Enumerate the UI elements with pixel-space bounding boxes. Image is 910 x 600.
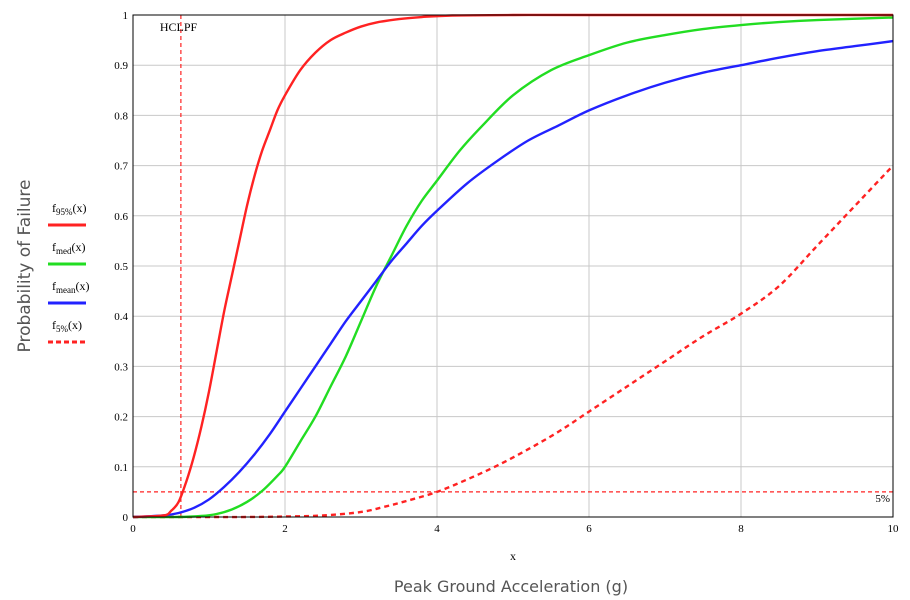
legend-label: fmean(x) [52, 279, 90, 295]
y-tick-label: 0.2 [114, 412, 128, 424]
grid [133, 15, 893, 517]
legend-label: f95%(x) [52, 201, 87, 217]
y-tick-label: 0.5 [114, 261, 128, 273]
legend-label: fmed(x) [52, 240, 86, 256]
y-tick-label: 0.1 [114, 462, 128, 474]
five-percent-annotation: 5% [875, 493, 890, 505]
y-tick-label: 0.8 [114, 110, 128, 122]
legend: f95%(x) fmed(x) fmean(x) f5%(x) [48, 201, 90, 344]
tick-labels: 0 2 4 6 8 10 0 0.1 0.2 0.3 0.4 0.5 0.6 0.7 0.8 0.9 1 [114, 10, 899, 535]
legend-label: f5%(x) [52, 318, 82, 334]
y-tick-label: 0.6 [114, 211, 128, 223]
x-tick-label: 4 [434, 523, 440, 535]
x-tick-label: 0 [130, 523, 136, 535]
series-line-med [132, 16, 894, 519]
series-lines [132, 13, 894, 519]
y-tick-label: 0 [123, 512, 129, 524]
y-tick-label: 0.7 [114, 161, 128, 173]
series-line-mean [132, 39, 894, 519]
y-tick-label: 0.9 [114, 60, 128, 72]
x-tick-label: 8 [738, 523, 744, 535]
x-variable-label: x [510, 549, 516, 563]
hclpf-annotation: HCLPF [160, 20, 198, 34]
y-tick-label: 0.4 [114, 311, 128, 323]
y-axis-label: Probability of Failure [15, 180, 35, 353]
y-tick-label: 0.3 [114, 361, 128, 373]
x-tick-label: 10 [888, 523, 900, 535]
y-tick-label: 1 [123, 10, 129, 22]
series-line-5pct [133, 164, 894, 519]
plot-frame [132, 14, 894, 518]
x-tick-label: 6 [586, 523, 592, 535]
series-line-95pct [132, 13, 893, 519]
x-tick-label: 2 [282, 523, 288, 535]
x-axis-label: Peak Ground Acceleration (g) [394, 577, 628, 596]
